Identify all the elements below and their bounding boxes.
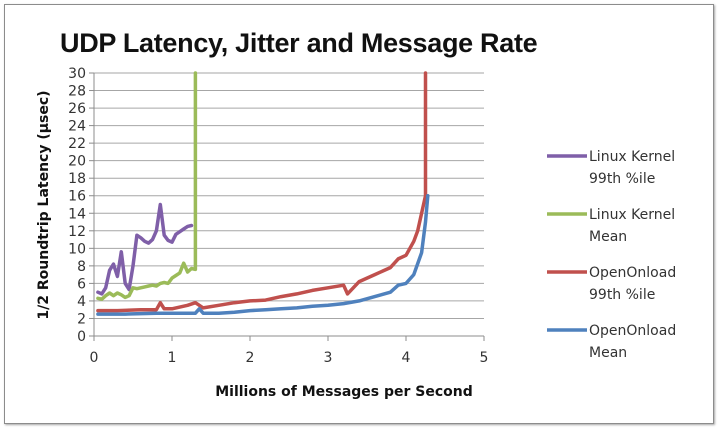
x-tick-label: 2	[246, 350, 255, 366]
y-tick-label: 22	[68, 136, 86, 152]
legend-label: OpenOnload	[589, 265, 676, 281]
openonload-mean-line	[96, 193, 430, 316]
y-tick-label: 10	[68, 241, 86, 257]
y-tick-label: 16	[68, 189, 86, 205]
x-tick-label: 0	[90, 350, 99, 366]
y-tick-label: 0	[77, 329, 86, 345]
legend-label: Mean	[589, 345, 627, 361]
legend-item-linux-kernel-99th: Linux Kernel 99th %ile	[547, 149, 675, 187]
legend-label: OpenOnload	[589, 323, 676, 339]
legend-label: Linux Kernel	[589, 207, 675, 223]
legend-item-openonload-mean: OpenOnload Mean	[547, 323, 676, 361]
x-tick-label: 5	[480, 350, 489, 366]
legend-label: Mean	[589, 229, 627, 245]
legend-label: 99th %ile	[589, 171, 655, 187]
y-axis-title: 1/2 Roundtrip Latency (µsec)	[36, 90, 52, 319]
legend-label: Linux Kernel	[589, 149, 675, 165]
x-tick-label: 3	[324, 350, 333, 366]
chart-title: UDP Latency, Jitter and Message Rate	[60, 28, 538, 58]
x-axis-title: Millions of Messages per Second	[215, 384, 473, 400]
y-tick-label: 28	[68, 84, 86, 100]
y-tick-label: 14	[68, 206, 86, 222]
y-tick-label: 18	[68, 171, 86, 187]
series-lines	[96, 71, 430, 316]
legend-label: 99th %ile	[589, 287, 655, 303]
linux-kernel-mean-line	[96, 71, 198, 301]
legend-item-linux-kernel-mean: Linux Kernel Mean	[547, 207, 675, 245]
x-tick-labels: 0 1 2 3 4 5	[90, 350, 489, 366]
x-tick-label: 1	[168, 350, 177, 366]
x-tick-label: 4	[402, 350, 411, 366]
y-tick-label: 6	[77, 276, 86, 292]
y-tick-label: 4	[77, 294, 86, 310]
legend-item-openonload-99th: OpenOnload 99th %ile	[547, 265, 676, 303]
y-tick-label: 24	[68, 119, 86, 135]
linux-kernel-99th-line	[96, 202, 194, 296]
y-tick-label: 12	[68, 224, 86, 240]
y-tick-label: 2	[77, 311, 86, 327]
y-tick-label: 20	[68, 154, 86, 170]
openonload-99th-line	[96, 71, 428, 313]
chart-frame	[4, 4, 714, 424]
y-tick-label: 30	[68, 66, 86, 82]
y-tick-label: 26	[68, 101, 86, 117]
axes	[93, 73, 484, 337]
y-tick-label: 8	[77, 259, 86, 275]
